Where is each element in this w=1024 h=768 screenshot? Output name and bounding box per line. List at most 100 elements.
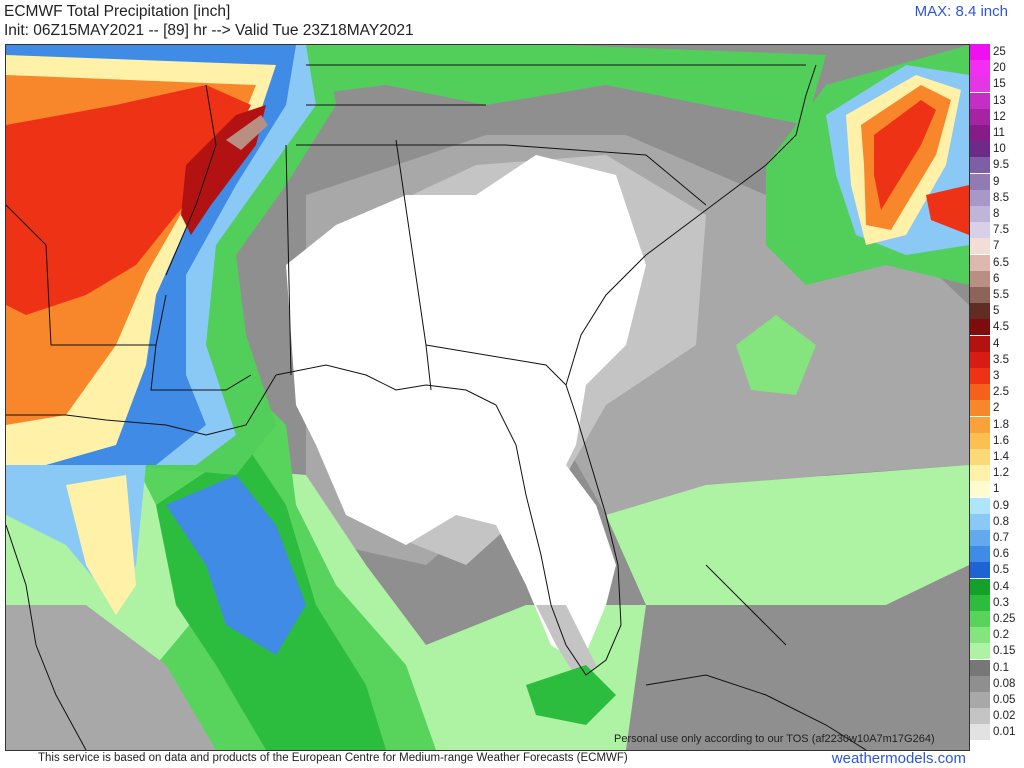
west-max-core	[226, 115, 268, 150]
legend-swatch	[970, 384, 990, 401]
legend-swatch	[970, 76, 990, 93]
atlantic-storm-se	[926, 185, 969, 235]
legend-row: 9.5	[970, 157, 1024, 174]
legend-swatch	[970, 351, 990, 368]
legend-row: 12	[970, 108, 1024, 125]
legend-row: 1.4	[970, 449, 1024, 465]
legend-swatch	[970, 675, 990, 692]
legend-row: 25	[970, 44, 1024, 60]
legend-label: 0.3	[993, 596, 1009, 609]
legend-label: 0.01	[993, 726, 1016, 739]
legend-swatch	[970, 157, 990, 174]
boundaries	[6, 64, 867, 750]
legend-row: 0.7	[970, 530, 1024, 546]
sw-gray-land	[6, 605, 216, 750]
legend-label: 0.8	[993, 515, 1009, 528]
dry-land-white	[286, 155, 646, 665]
legend-swatch	[970, 546, 990, 563]
legend-label: 13	[993, 94, 1006, 107]
legend-label: 1	[993, 483, 1000, 496]
state-line-7	[150, 344, 252, 391]
legend-row: 7.5	[970, 222, 1024, 239]
legend-swatch	[970, 206, 990, 222]
legend-row: 9	[970, 173, 1024, 190]
legend-label: 0.1	[993, 661, 1009, 674]
legend-swatch	[970, 611, 990, 627]
atlantic-coastline	[565, 64, 817, 386]
map-title: ECMWF Total Precipitation [inch]	[4, 3, 231, 20]
legend-label: 8	[993, 208, 1000, 220]
legend-label: 0.7	[993, 532, 1009, 544]
legend-swatch	[970, 659, 990, 676]
legend-row: 1.8	[970, 416, 1024, 433]
legend-label: 10	[993, 143, 1006, 156]
legend-swatch	[970, 60, 990, 77]
legend-swatch	[970, 416, 990, 433]
legend-label: 0.9	[993, 499, 1009, 512]
legend-label: 0.6	[993, 548, 1009, 561]
legend-row: 8.5	[970, 189, 1024, 206]
legend-swatch	[970, 643, 990, 660]
legend-label: 1.4	[993, 451, 1009, 463]
legend-row: 0.02	[970, 708, 1024, 725]
keys-green	[526, 665, 616, 725]
precipitation-map[interactable]	[5, 44, 970, 751]
legend-label: 1.8	[993, 418, 1009, 431]
legend-label: 11	[993, 127, 1005, 139]
legend-swatch	[970, 303, 990, 320]
max-value: MAX: 8.4 inch	[914, 3, 1008, 20]
legend-row: 6	[970, 270, 1024, 287]
legend-row: 0.9	[970, 497, 1024, 514]
bahamas-outline	[705, 564, 787, 646]
legend-swatch	[970, 578, 990, 595]
legend-label: 15	[993, 78, 1006, 91]
legend-label: 25	[993, 46, 1006, 58]
legend-swatch	[970, 627, 990, 644]
legend-row: 6.5	[970, 254, 1024, 271]
atlantic-green-patch	[736, 315, 816, 395]
precip-legend: 25 20 15 13 12 11 10 9.5 9 8.5 8 7.5 7 6.5 6 5.5 5 4.5 4 3.…	[970, 44, 1024, 741]
legend-row: 0.5	[970, 562, 1024, 579]
state-line-8	[6, 204, 47, 246]
legend-row: 0.2	[970, 627, 1024, 644]
legend-swatch	[970, 449, 990, 465]
brand-link[interactable]: weathermodels.com	[831, 750, 966, 767]
legend-row: 0.6	[970, 546, 1024, 563]
legend-label: 0.05	[993, 694, 1016, 706]
legend-row: 1.2	[970, 465, 1024, 482]
legend-swatch	[970, 481, 990, 498]
atlantic-green-light	[606, 465, 969, 605]
legend-swatch	[970, 432, 990, 449]
legend-swatch	[970, 724, 990, 741]
legend-row: 3.5	[970, 351, 1024, 368]
legend-label: 3.5	[993, 353, 1009, 366]
legend-row: 13	[970, 92, 1024, 109]
legend-label: 6.5	[993, 256, 1009, 269]
legend-label: 5	[993, 305, 1000, 318]
legend-label: 7.5	[993, 224, 1009, 237]
legend-row: 0.3	[970, 594, 1024, 611]
west-yellow-south	[66, 475, 136, 615]
legend-label: 2.5	[993, 386, 1009, 399]
legend-label: 9.5	[993, 159, 1009, 172]
legend-swatch	[970, 173, 990, 190]
legend-row: 4.5	[970, 319, 1024, 336]
map-title-block: ECMWF Total Precipitation [inch] Init: 0…	[4, 2, 414, 40]
legend-label: 0.2	[993, 629, 1009, 642]
cuba-coastline	[645, 674, 867, 750]
legend-swatch	[970, 222, 990, 239]
legend-label: 1.2	[993, 467, 1009, 480]
legend-swatch	[970, 44, 990, 60]
legend-swatch	[970, 562, 990, 579]
legend-row: 2.5	[970, 384, 1024, 401]
tos-notice: Personal use only according to our TOS (…	[614, 733, 935, 745]
legend-row: 0.8	[970, 513, 1024, 530]
legend-swatch	[970, 530, 990, 546]
legend-swatch	[970, 335, 990, 352]
legend-swatch	[970, 92, 990, 109]
legend-label: 0.5	[993, 564, 1009, 577]
legend-swatch	[970, 708, 990, 725]
texas-coastline	[6, 374, 277, 436]
mexico-coastline	[6, 524, 87, 750]
state-line-9	[165, 84, 217, 276]
